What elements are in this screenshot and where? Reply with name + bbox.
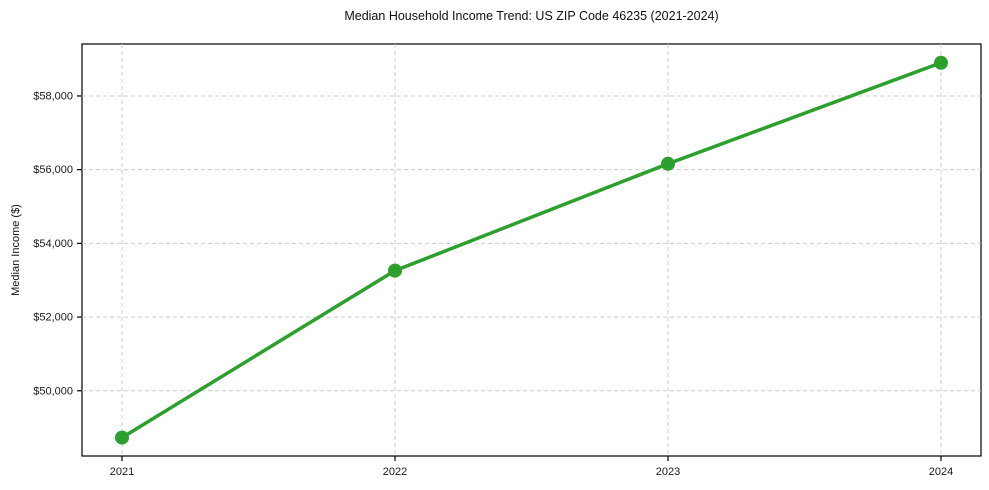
- chart-title: Median Household Income Trend: US ZIP Co…: [344, 9, 719, 23]
- y-tick-label: $52,000: [33, 312, 73, 324]
- x-tick-label: 2023: [656, 466, 680, 478]
- data-point-marker: [934, 55, 948, 70]
- y-tick-label: $56,000: [33, 164, 73, 176]
- y-tick-label: $50,000: [33, 385, 73, 397]
- data-point-marker: [388, 263, 402, 278]
- data-point-marker: [115, 430, 129, 445]
- data-point-marker: [661, 156, 675, 171]
- y-tick-label: $54,000: [33, 238, 73, 250]
- x-tick-label: 2024: [929, 466, 953, 478]
- y-tick-label: $58,000: [33, 90, 73, 102]
- x-tick-label: 2021: [110, 466, 134, 478]
- plot-area: [81, 43, 982, 457]
- x-tick-label: 2022: [383, 466, 407, 478]
- income-trend-line: [120, 61, 943, 440]
